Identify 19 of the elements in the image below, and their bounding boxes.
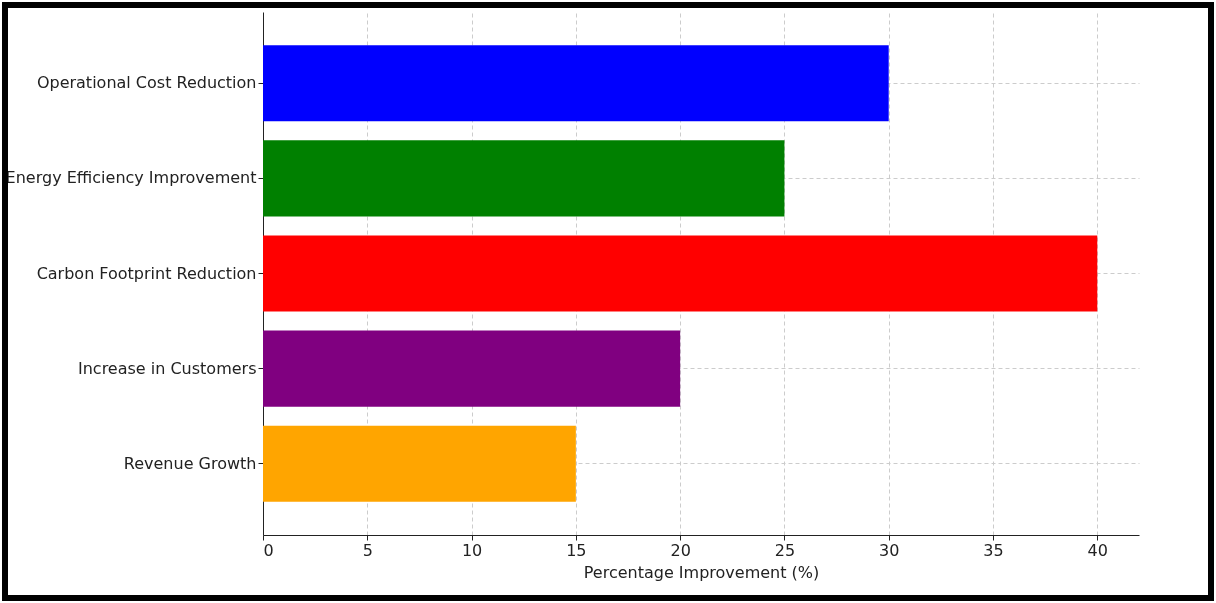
- x-axis-title: Percentage Improvement (%): [583, 562, 820, 582]
- bar: [263, 45, 889, 122]
- x-tick-label: 15: [566, 540, 587, 560]
- x-tick-label: 40: [1087, 540, 1108, 560]
- y-tick-label: Carbon Footprint Reduction: [36, 263, 257, 283]
- x-tick-label: 25: [774, 540, 796, 560]
- x-tick-label: 35: [983, 540, 1004, 560]
- bar: [263, 425, 576, 502]
- y-tick-label: Increase in Customers: [77, 358, 257, 378]
- x-tick-label: 10: [461, 540, 483, 560]
- x-tick-label: 20: [670, 540, 691, 560]
- bar: [263, 140, 785, 217]
- bar: [263, 235, 1098, 312]
- x-tick-label: 5: [362, 540, 373, 560]
- x-tick-label: 30: [879, 540, 900, 560]
- bar: [263, 330, 681, 407]
- y-tick-label: Operational Cost Reduction: [36, 73, 257, 93]
- x-tick-label: 0: [263, 540, 274, 560]
- y-tick-label: Revenue Growth: [123, 453, 257, 473]
